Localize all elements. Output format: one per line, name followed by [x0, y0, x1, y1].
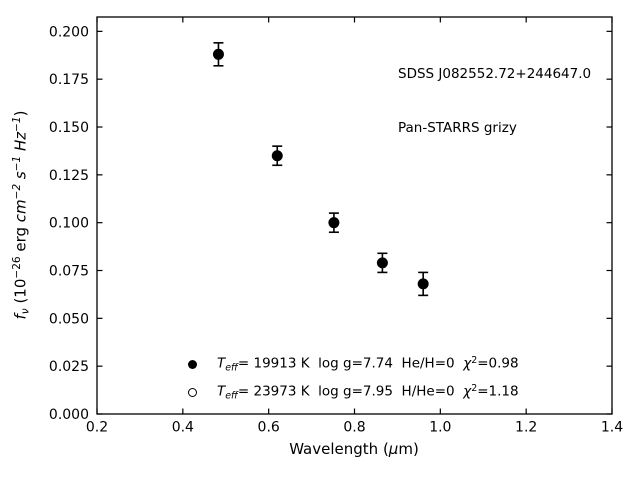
legend-entry-text: Teff= 19913 K log g=7.74 He/H=0 χ2=0.98 — [217, 355, 519, 374]
legend-row: Teff= 19913 K log g=7.74 He/H=0 χ2=0.98 — [188, 350, 519, 378]
y-tick-label: 0.000 — [49, 407, 89, 423]
x-tick-label: 1.4 — [601, 420, 623, 436]
x-axis-label: Wavelength (μm) — [244, 440, 464, 458]
y-tick-label: 0.025 — [49, 359, 89, 375]
text-segment: f — [11, 314, 30, 320]
text-segment: Hz — [11, 131, 30, 156]
text-segment: −1 — [11, 116, 23, 132]
x-tick-label: 1.2 — [515, 420, 537, 436]
text-segment: m) — [398, 440, 419, 458]
data-point-marker — [328, 217, 340, 229]
text-segment: χ — [463, 355, 472, 372]
y-tick-label: 0.075 — [49, 264, 89, 280]
source-annotation: SDSS J082552.72+244647.0 Pan-STARRS griz… — [398, 29, 591, 173]
data-point-marker — [376, 257, 388, 269]
annotation-object-name: SDSS J082552.72+244647.0 — [398, 66, 592, 82]
model-fit-legend: Teff= 19913 K log g=7.74 He/H=0 χ2=0.98 T… — [188, 350, 519, 406]
y-tick-label: 0.050 — [49, 311, 89, 327]
y-tick-label: 0.175 — [49, 72, 89, 88]
text-segment: s — [11, 171, 30, 184]
text-segment: eff — [225, 362, 238, 374]
text-segment: eff — [225, 390, 238, 402]
text-segment: T — [217, 383, 226, 400]
text-segment: Wavelength ( — [289, 440, 389, 458]
text-segment: = 23973 K log g=7.95 H/He=0 — [237, 383, 464, 400]
data-point-marker — [417, 278, 429, 290]
text-segment: χ — [463, 383, 472, 400]
x-tick-label: 0.4 — [172, 420, 194, 436]
legend-entry-text: Teff= 23973 K log g=7.95 H/He=0 χ2=1.18 — [217, 383, 519, 402]
text-segment: 2 — [471, 354, 478, 366]
text-segment: (10 — [11, 278, 30, 309]
text-segment: μ — [388, 440, 399, 458]
data-point-marker — [271, 150, 283, 162]
y-tick-label: 0.100 — [49, 216, 89, 232]
text-segment: −26 — [11, 256, 23, 279]
text-segment: =0.98 — [477, 355, 519, 372]
y-tick-label: 0.200 — [49, 24, 89, 40]
text-segment: erg — [11, 222, 30, 257]
text-segment: 2 — [471, 382, 478, 394]
text-segment: −2 — [11, 183, 23, 200]
text-segment: =1.18 — [477, 383, 519, 400]
y-tick-label: 0.150 — [49, 120, 89, 136]
annotation-survey-name: Pan-STARRS grizy — [398, 120, 517, 136]
data-point-marker — [212, 48, 224, 60]
y-tick-label: 0.125 — [49, 168, 89, 184]
x-tick-label: 0.8 — [343, 420, 365, 436]
x-tick-label: 1.0 — [429, 420, 451, 436]
text-segment: cm — [11, 199, 30, 223]
text-segment: −1 — [11, 155, 23, 172]
text-segment: = 19913 K log g=7.74 He/H=0 — [237, 355, 464, 372]
text-segment: ν — [19, 308, 32, 315]
text-segment: ) — [11, 110, 30, 117]
y-axis-label: fν (10−26 erg cm−2 s−1 Hz−1) — [11, 45, 33, 385]
x-tick-label: 0.2 — [86, 420, 108, 436]
x-tick-label: 0.6 — [258, 420, 280, 436]
open-circle-icon — [188, 387, 197, 397]
filled-circle-icon — [188, 359, 197, 369]
text-segment: T — [217, 355, 226, 372]
legend-row: Teff= 23973 K log g=7.95 H/He=0 χ2=1.18 — [188, 378, 519, 406]
